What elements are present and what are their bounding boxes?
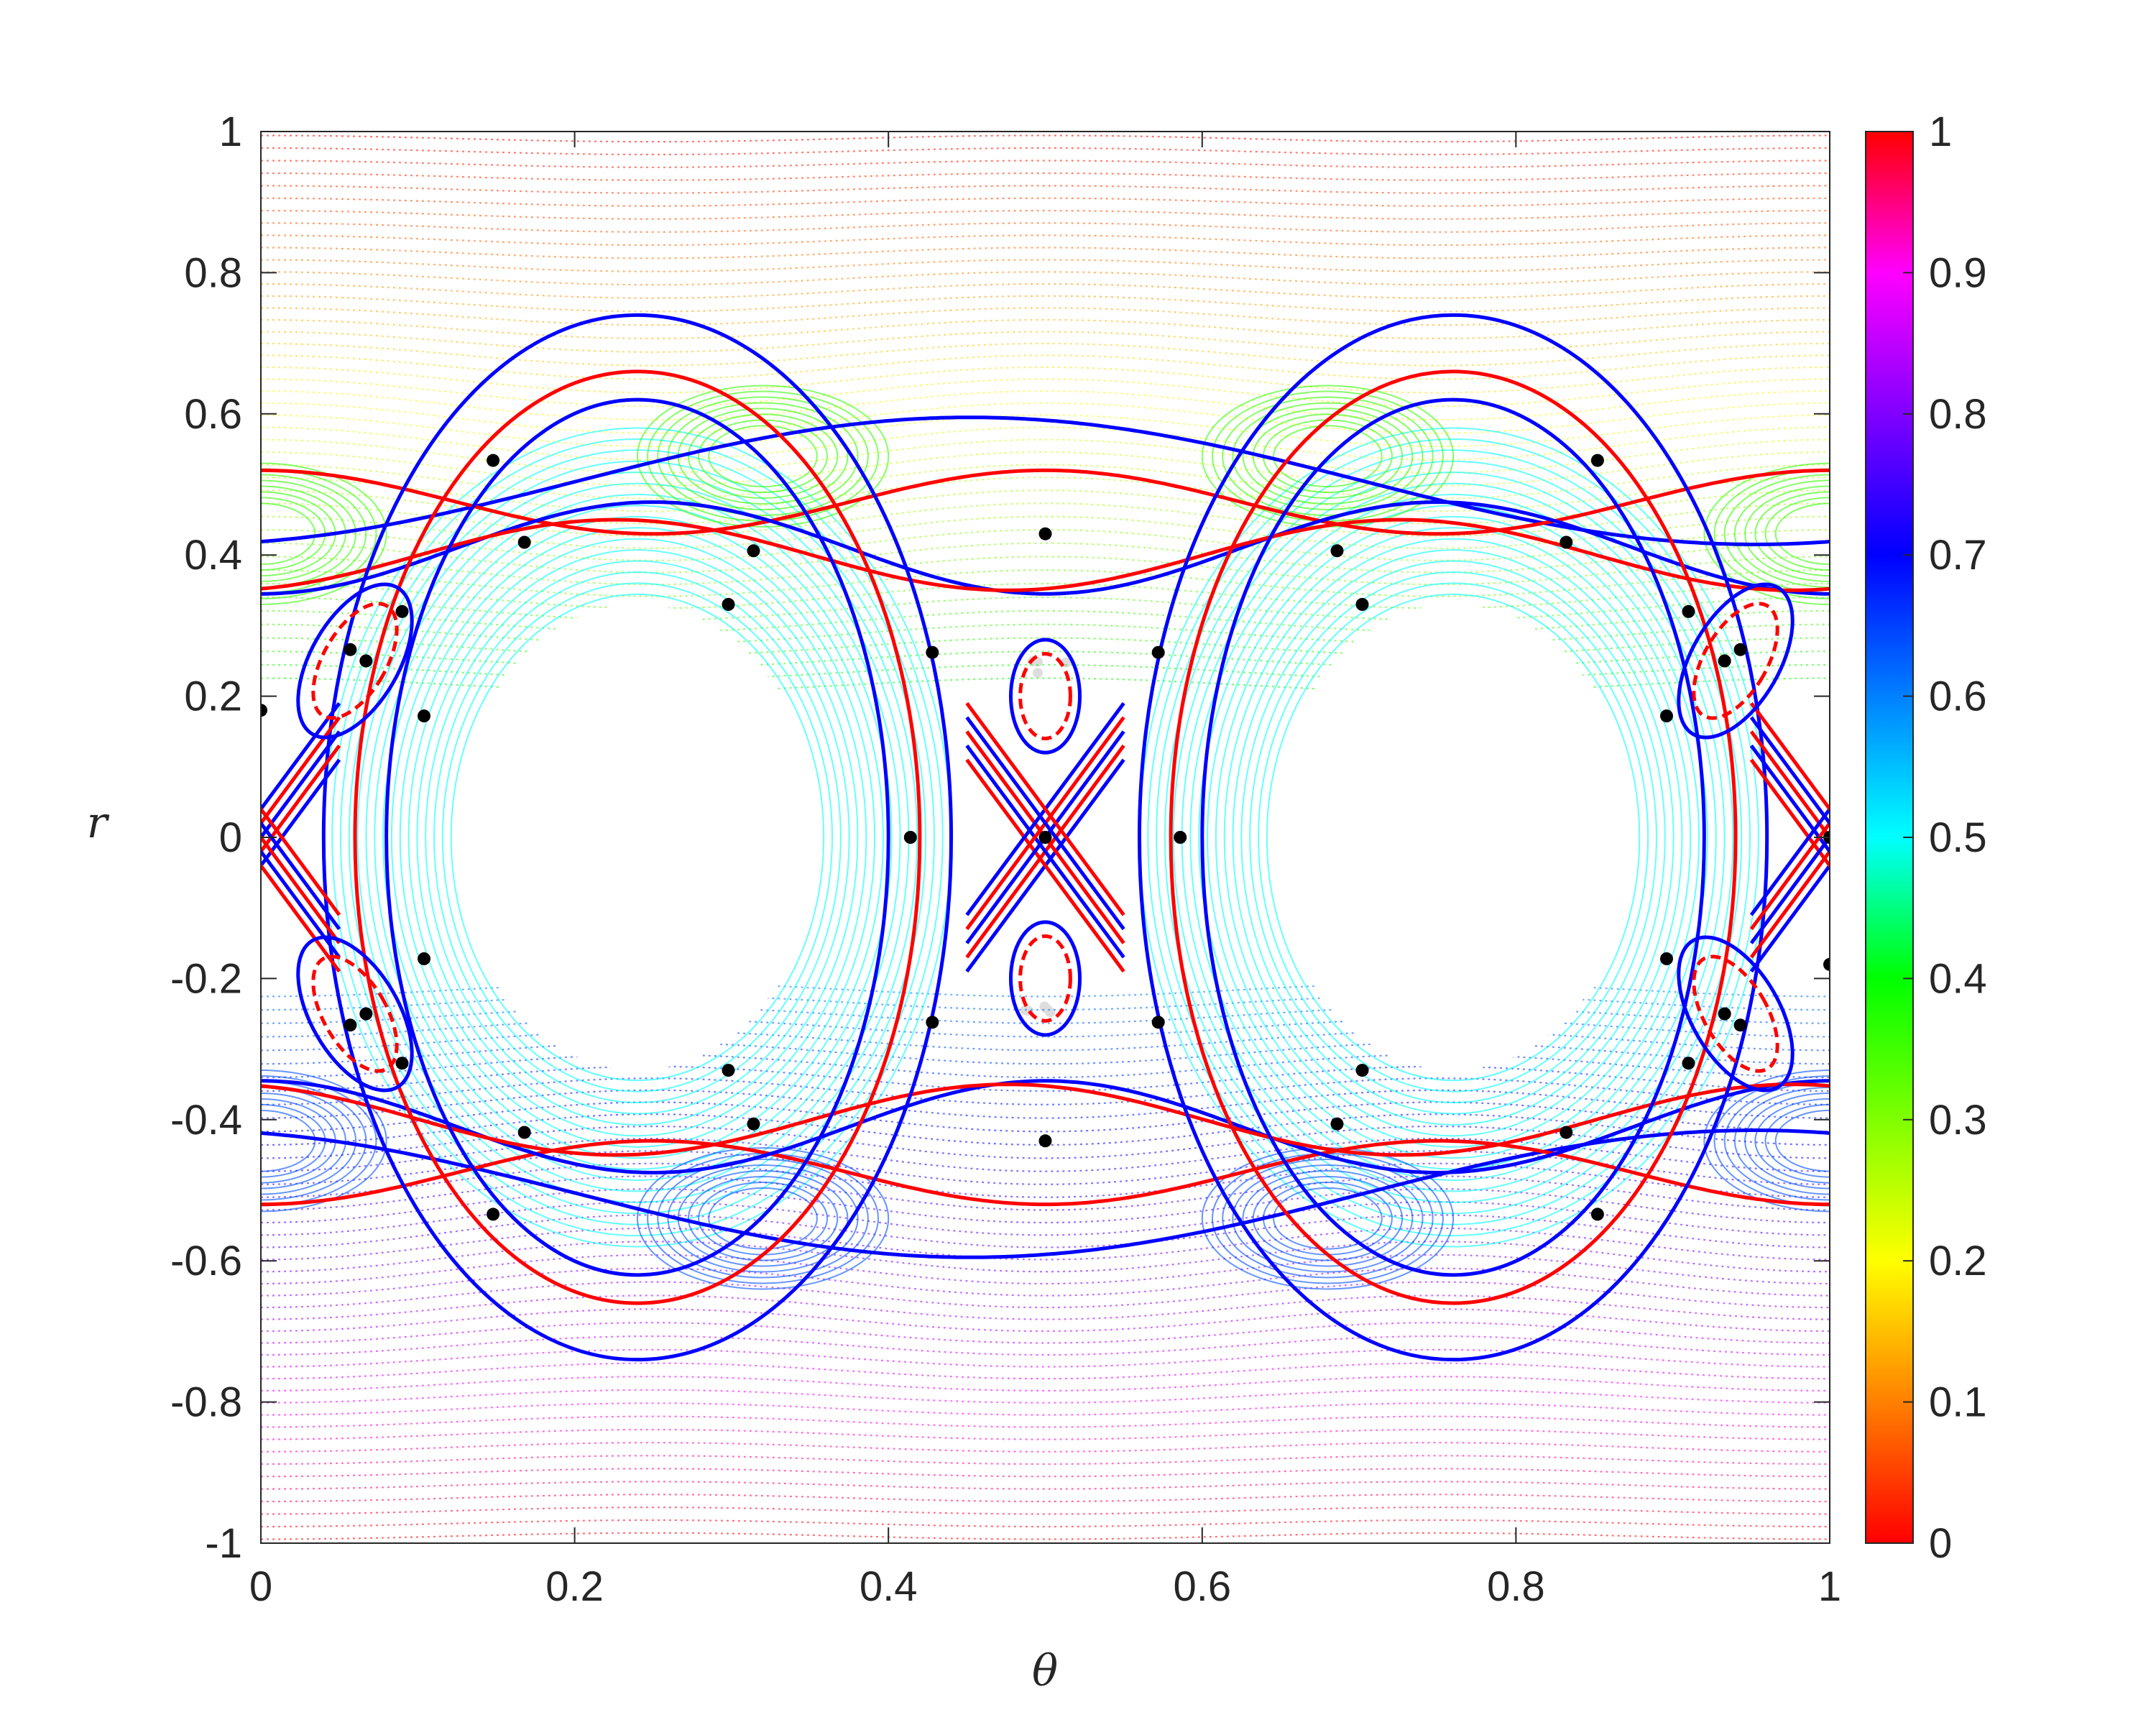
y-tick-label: 0.8 <box>184 249 242 296</box>
data-point <box>359 1008 372 1021</box>
colorbar-tick-label: 0 <box>1929 1520 1952 1567</box>
data-point <box>344 1018 356 1031</box>
data-point <box>1356 1064 1369 1077</box>
data-point <box>418 709 430 722</box>
y-tick-label: 0.4 <box>184 532 242 579</box>
x-tick-label: 0.6 <box>1173 1563 1231 1610</box>
data-point <box>518 536 531 549</box>
y-tick-label: -0.6 <box>170 1238 242 1284</box>
data-point <box>1356 598 1369 611</box>
y-tick-label: -0.8 <box>170 1379 242 1426</box>
data-point <box>1718 1008 1731 1021</box>
data-point <box>1734 643 1747 656</box>
data-point <box>1039 1134 1052 1147</box>
x-tick-label: 0.2 <box>545 1563 604 1610</box>
colorbar-tick-label: 0.9 <box>1929 249 1987 296</box>
colorbar-tick-label: 1 <box>1929 109 1952 155</box>
data-point <box>747 1118 760 1131</box>
colorbar-tick-label: 0.8 <box>1929 391 1987 438</box>
data-point <box>418 952 430 965</box>
data-point <box>518 1126 531 1139</box>
data-point <box>1591 454 1604 467</box>
data-point <box>1660 952 1673 965</box>
x-tick-label: 0.8 <box>1487 1563 1545 1610</box>
data-point <box>722 598 735 611</box>
data-point <box>1331 1118 1344 1131</box>
data-point <box>926 646 939 659</box>
y-axis-label: r <box>87 798 110 848</box>
x-tick-label: 1 <box>1818 1563 1841 1610</box>
data-point <box>1660 709 1673 722</box>
data-point <box>926 1016 939 1029</box>
data-point <box>904 831 917 844</box>
island-core <box>1273 604 1634 1070</box>
y-tick-label: -1 <box>205 1520 242 1567</box>
colorbar-tick-label: 0.4 <box>1929 955 1987 1002</box>
data-point <box>487 454 499 467</box>
y-tick-label: 1 <box>219 109 242 155</box>
data-point <box>1560 536 1572 549</box>
island-core <box>457 604 818 1070</box>
data-point <box>396 605 409 618</box>
y-tick-label: 0.2 <box>184 673 242 720</box>
colorbar-tick-label: 0.3 <box>1929 1097 1987 1144</box>
data-point <box>1591 1208 1604 1220</box>
data-point <box>722 1064 735 1077</box>
data-point <box>1718 655 1731 668</box>
colorbar-tick-label: 0.7 <box>1929 532 1987 579</box>
data-point <box>1152 646 1165 659</box>
data-point <box>1734 1018 1747 1031</box>
data-point <box>396 1057 409 1070</box>
x-axis-label: θ <box>1032 1646 1058 1696</box>
colorbar-tick-label: 0.5 <box>1929 814 1987 861</box>
y-tick-label: 0.6 <box>184 391 242 438</box>
data-point <box>747 544 760 557</box>
colorbar-tick-label: 0.1 <box>1929 1379 1987 1426</box>
data-point <box>487 1208 499 1220</box>
data-point <box>1560 1126 1572 1139</box>
data-point <box>1039 831 1052 844</box>
data-point <box>1682 605 1695 618</box>
colorbar-tick-label: 0.6 <box>1929 673 1987 720</box>
y-tick-label: -0.2 <box>170 955 242 1002</box>
data-point <box>1039 528 1052 540</box>
data-point <box>1682 1057 1695 1070</box>
colorbar-tick-label: 0.2 <box>1929 1238 1987 1284</box>
y-tick-label: -0.4 <box>170 1097 242 1144</box>
data-point <box>359 655 372 668</box>
data-point <box>344 643 356 656</box>
x-tick-label: 0.4 <box>860 1563 918 1610</box>
y-tick-label: 0 <box>219 814 242 861</box>
data-point <box>1174 831 1187 844</box>
data-point <box>1331 544 1344 557</box>
x-tick-label: 0 <box>249 1563 272 1610</box>
data-point <box>1152 1016 1165 1029</box>
